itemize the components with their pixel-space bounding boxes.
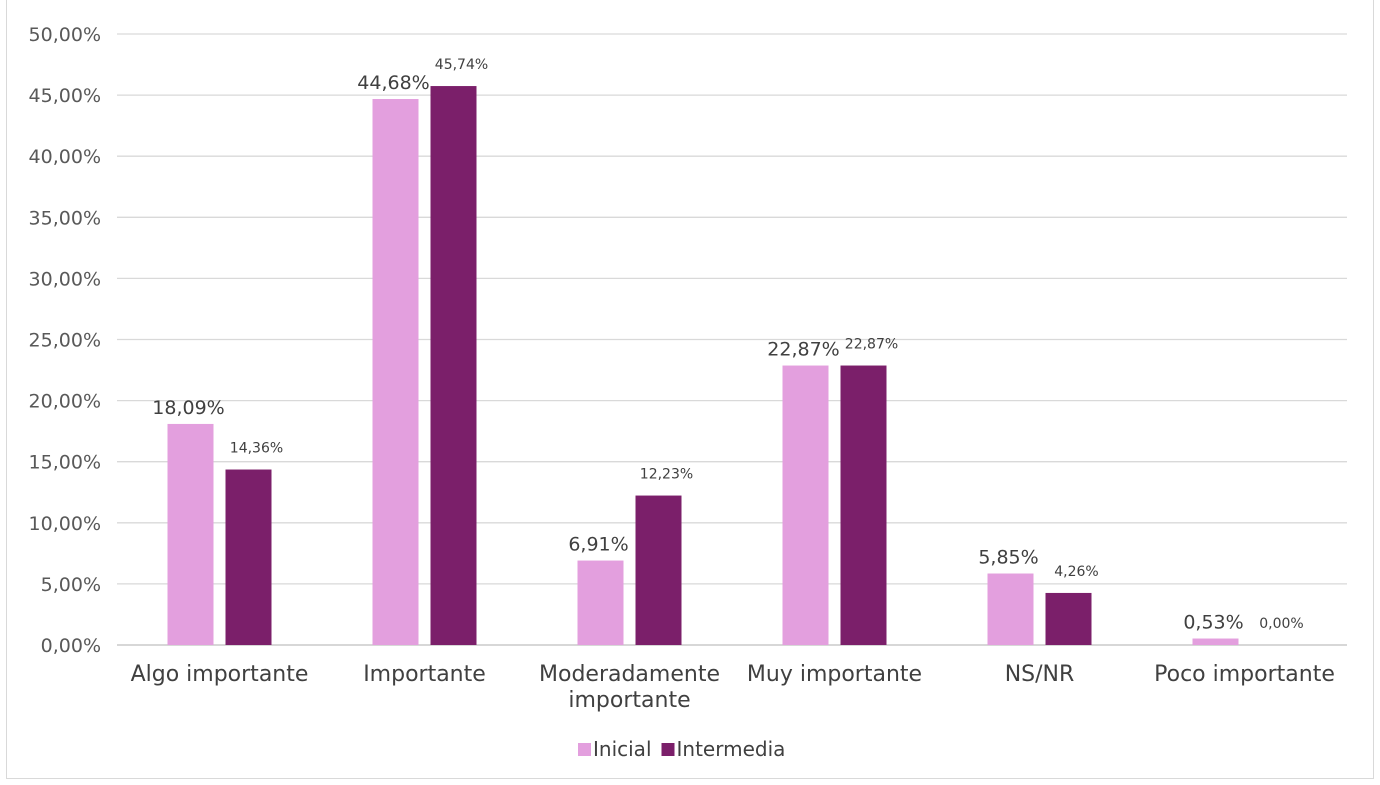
x-tick-label: importante <box>568 688 690 713</box>
y-tick-label: 25,00% <box>29 330 101 352</box>
gridlines <box>117 33 1347 646</box>
chart-frame <box>6 0 1374 779</box>
data-label: 45,74% <box>435 57 488 73</box>
x-axis: Algo importante Importante Moderadamenteim… <box>131 662 1335 713</box>
bar-intermedia <box>225 469 272 645</box>
y-tick-label: 10,00% <box>29 513 101 535</box>
x-tick-label: Importante <box>363 662 486 687</box>
bar-inicial <box>372 99 419 646</box>
legend-swatch <box>578 743 591 756</box>
bar-inicial <box>167 423 214 645</box>
bar-intermedia <box>430 86 477 646</box>
data-label: 0,00% <box>1259 616 1303 632</box>
x-tick-label: Muy importante <box>747 662 922 687</box>
data-label: 12,23% <box>640 467 693 483</box>
data-label: 22,87% <box>845 337 898 353</box>
y-tick-label: 20,00% <box>29 391 101 413</box>
y-tick-label: 35,00% <box>29 207 101 229</box>
y-tick-label: 0,00% <box>41 635 101 657</box>
x-tick-label: NS/NR <box>1005 662 1075 687</box>
x-tick-label: Moderadamente <box>539 662 720 687</box>
y-axis: 0,00% 5,00% 10,00% 15,00% 20,00% 25,00% 30,00%… <box>29 24 101 657</box>
data-label: 5,85% <box>978 547 1038 569</box>
data-label: 6,91% <box>568 534 628 556</box>
legend: Inicial Intermedia <box>578 737 785 761</box>
x-tick-label: Algo importante <box>131 662 309 687</box>
bar-inicial <box>1192 638 1239 645</box>
data-label: 22,87% <box>767 339 839 361</box>
bar-inicial <box>577 560 624 645</box>
bars <box>167 86 1239 646</box>
data-label: 0,53% <box>1183 612 1243 634</box>
y-tick-label: 5,00% <box>41 574 101 596</box>
data-label: 14,36% <box>230 441 283 457</box>
data-label: 44,68% <box>357 72 429 94</box>
bar-inicial <box>987 573 1034 645</box>
bar-intermedia <box>1045 592 1092 645</box>
data-label: 18,09% <box>152 397 224 419</box>
legend-label: Intermedia <box>677 737 786 761</box>
bar-intermedia <box>635 495 682 645</box>
bar-inicial <box>782 365 829 645</box>
bar-intermedia <box>840 365 887 645</box>
y-tick-label: 40,00% <box>29 146 101 168</box>
legend-swatch <box>661 743 675 756</box>
y-tick-label: 30,00% <box>29 268 101 290</box>
legend-label: Inicial <box>593 737 652 761</box>
y-tick-label: 15,00% <box>29 452 101 474</box>
y-tick-label: 45,00% <box>29 85 101 107</box>
y-tick-label: 50,00% <box>29 24 101 46</box>
data-labels: 18,09% 14,36% 44,68% 45,74% 6,91% 12,23% 22,87… <box>152 57 1303 633</box>
data-label: 4,26% <box>1054 564 1098 580</box>
x-tick-label: Poco importante <box>1154 662 1335 687</box>
